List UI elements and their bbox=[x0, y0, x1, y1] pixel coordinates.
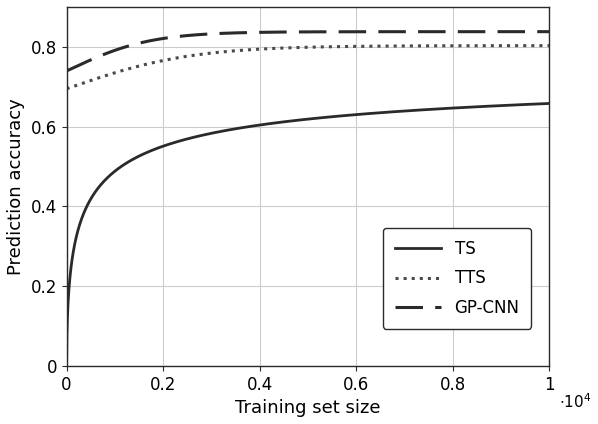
TS bbox=[546, 101, 553, 106]
GP-CNN bbox=[269, 30, 276, 35]
TS bbox=[63, 363, 70, 368]
TTS bbox=[248, 47, 255, 52]
GP-CNN bbox=[63, 68, 70, 73]
Line: TTS: TTS bbox=[66, 46, 550, 89]
TS bbox=[248, 124, 255, 129]
GP-CNN bbox=[118, 45, 125, 50]
TTS bbox=[536, 43, 544, 48]
TTS bbox=[546, 43, 553, 48]
Y-axis label: Prediction accuracy: Prediction accuracy bbox=[7, 98, 25, 275]
GP-CNN bbox=[248, 30, 255, 35]
Legend: TS, TTS, GP-CNN: TS, TTS, GP-CNN bbox=[383, 228, 531, 329]
TS bbox=[484, 104, 492, 109]
TTS bbox=[63, 86, 70, 91]
TTS bbox=[147, 61, 154, 66]
Line: GP-CNN: GP-CNN bbox=[66, 32, 550, 71]
GP-CNN bbox=[484, 29, 492, 34]
Line: TS: TS bbox=[66, 103, 550, 366]
GP-CNN bbox=[147, 38, 154, 43]
TS bbox=[118, 164, 125, 169]
TTS bbox=[484, 43, 492, 48]
TS bbox=[536, 101, 544, 106]
Text: $\cdot10^4$: $\cdot10^4$ bbox=[559, 393, 591, 411]
TTS bbox=[118, 68, 125, 73]
X-axis label: Training set size: Training set size bbox=[235, 399, 381, 417]
GP-CNN bbox=[546, 29, 553, 34]
TS bbox=[147, 148, 154, 153]
TS bbox=[269, 121, 276, 126]
TTS bbox=[269, 46, 276, 51]
GP-CNN bbox=[536, 29, 544, 34]
